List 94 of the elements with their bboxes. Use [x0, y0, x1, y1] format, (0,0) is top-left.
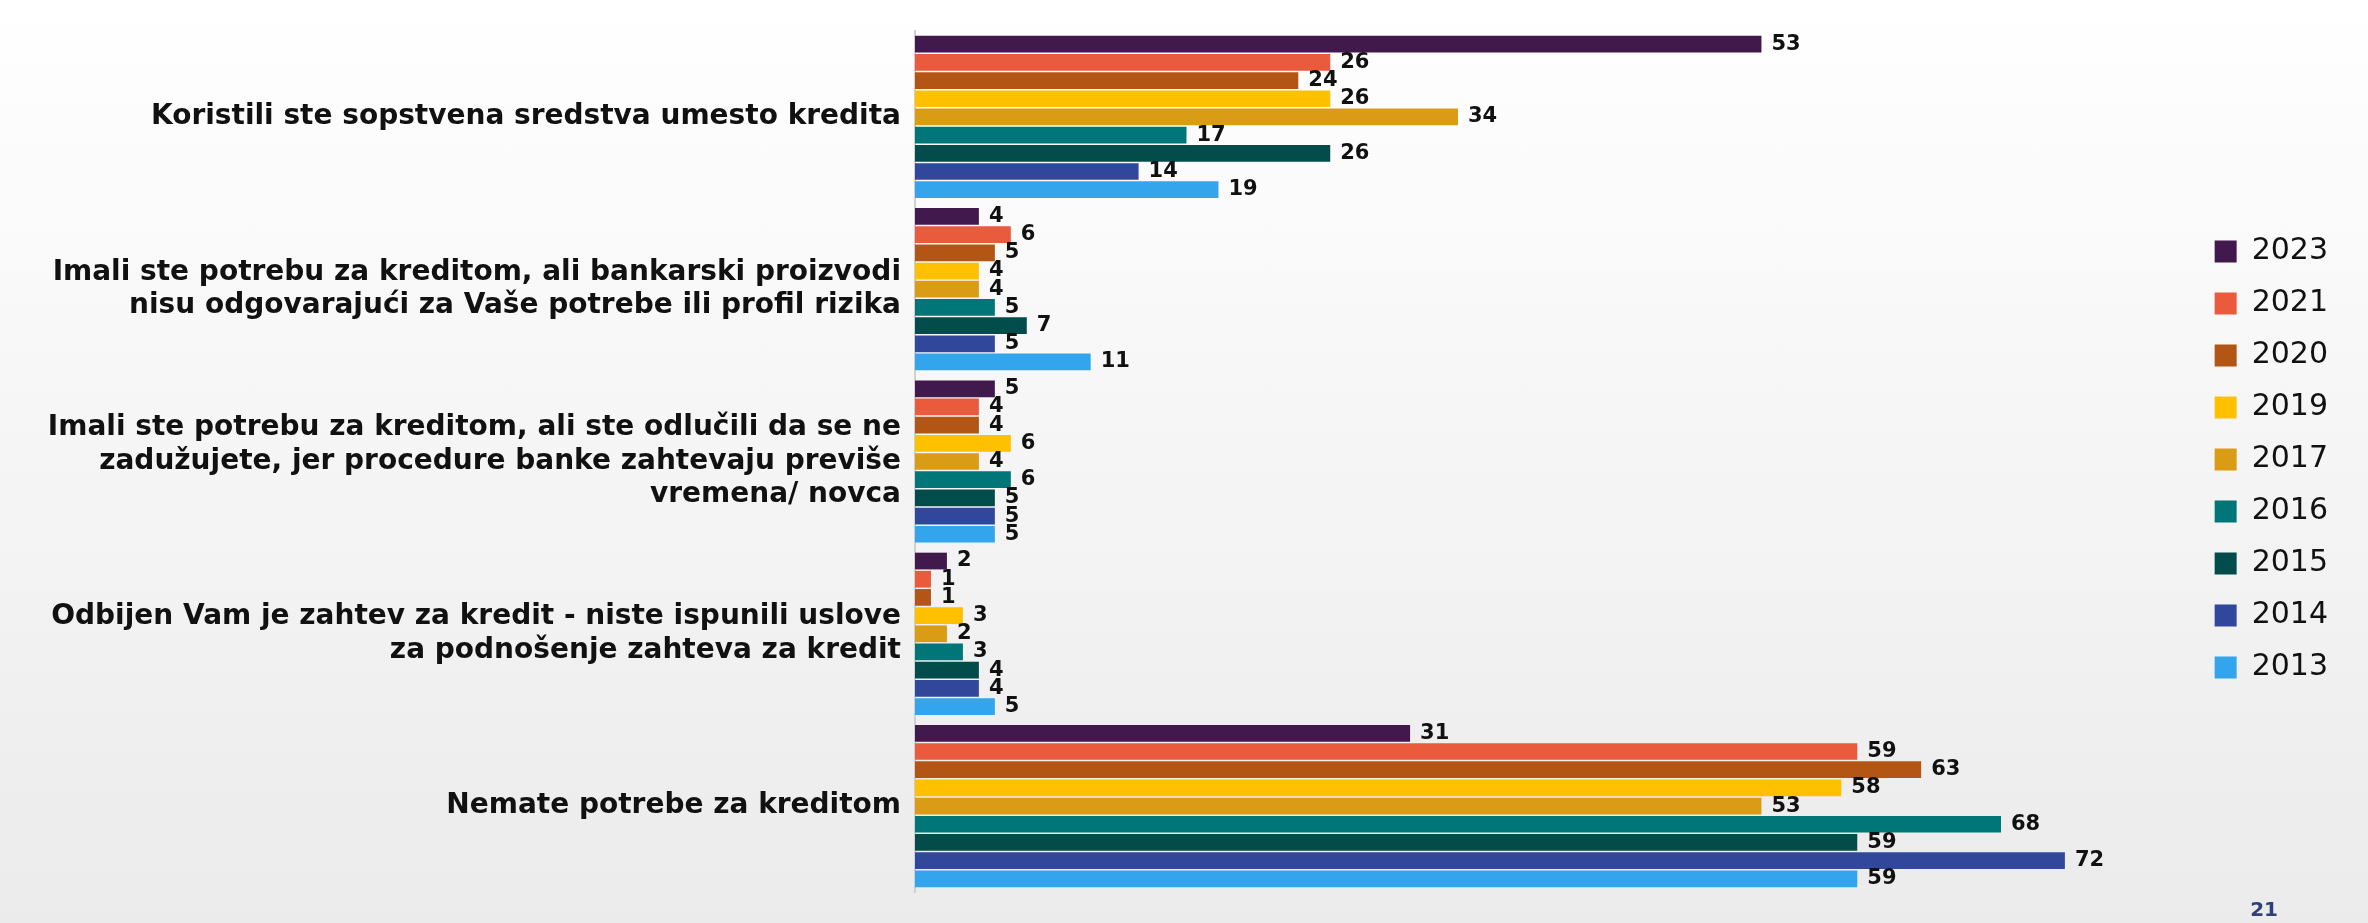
data-label: 14 — [1148, 157, 1178, 182]
legend-label: 2017 — [2251, 439, 2329, 475]
bar — [915, 90, 1331, 108]
bar — [915, 797, 1762, 815]
data-label: 72 — [2074, 847, 2105, 872]
legend-label: 2016 — [2251, 491, 2329, 527]
data-label: 24 — [1308, 67, 1338, 92]
data-label: 59 — [1867, 828, 1897, 853]
data-label: 68 — [2011, 810, 2041, 835]
data-label: 26 — [1340, 139, 1370, 164]
y-tick-label: Imali ste potrebu za kreditom, ali bankarski proizvodi nisu odgovarajući za Vaše potrebe ili profil rizika — [52, 253, 901, 321]
bar — [915, 398, 979, 416]
data-label: 5 — [1004, 375, 1020, 400]
bar — [915, 244, 995, 262]
y-tick-label: Nemate potrebe za kreditom — [446, 787, 901, 821]
bar — [915, 353, 1091, 371]
data-label: 59 — [1867, 737, 1897, 762]
legend-label: 2019 — [2251, 387, 2329, 423]
bar — [915, 434, 1011, 452]
bar — [915, 54, 1331, 71]
bar — [915, 698, 995, 715]
bar — [915, 870, 1858, 888]
data-label: 5 — [1004, 692, 1020, 717]
bar — [915, 262, 979, 280]
data-label: 3 — [972, 602, 988, 627]
y-tick-label: Koristili ste sopstvena sredstva umesto kredita — [151, 98, 901, 132]
bar — [915, 852, 2065, 869]
bar — [915, 625, 947, 643]
bar — [915, 126, 1187, 144]
bar — [915, 317, 1027, 334]
data-label: 6 — [1020, 221, 1036, 246]
bar — [915, 779, 1842, 797]
bar — [915, 163, 1139, 180]
bar — [915, 335, 995, 353]
bar — [915, 815, 2001, 833]
y-tick-label: Odbijen Vam je zahtev za kredit - niste ispunili uslove za podnošenje zahteva za kredit — [51, 598, 901, 665]
data-label: 2 — [956, 620, 972, 645]
data-label: 3 — [972, 638, 988, 663]
data-label: 5 — [1004, 330, 1020, 355]
data-label: 53 — [1771, 30, 1801, 55]
bar — [915, 35, 1762, 53]
legend-label: 2020 — [2251, 335, 2329, 371]
bar — [915, 453, 979, 470]
data-label: 59 — [1867, 865, 1897, 890]
legend-label: 2021 — [2251, 283, 2329, 319]
data-label: 19 — [1228, 176, 1258, 201]
bar — [915, 416, 979, 434]
bar — [915, 679, 979, 697]
data-label: 11 — [1100, 348, 1130, 373]
data-label: 26 — [1340, 48, 1370, 73]
data-label: 58 — [1851, 774, 1881, 799]
bar — [915, 144, 1331, 162]
bar — [915, 299, 995, 316]
data-label: 34 — [1468, 103, 1498, 128]
data-label: 6 — [1020, 429, 1036, 454]
data-label: 4 — [988, 202, 1004, 227]
bar — [915, 208, 979, 225]
bar — [915, 589, 931, 606]
data-label: 5 — [1004, 239, 1020, 264]
data-label: 7 — [1036, 312, 1052, 337]
data-label: 6 — [1020, 466, 1036, 491]
data-label: 53 — [1771, 792, 1801, 817]
bar — [915, 280, 979, 298]
bar — [915, 643, 963, 661]
legend-label: 2015 — [2251, 543, 2329, 579]
bar — [915, 72, 1299, 89]
legend-label: 2014 — [2251, 595, 2329, 631]
bar — [915, 743, 1858, 760]
bar — [915, 507, 995, 525]
bar — [915, 661, 979, 679]
bar — [915, 834, 1858, 851]
bar — [915, 226, 1011, 244]
bar — [915, 724, 1411, 742]
bar — [915, 761, 1922, 779]
bar — [915, 489, 995, 507]
bar — [915, 525, 995, 543]
data-label: 5 — [1004, 293, 1020, 318]
text: 21 — [2250, 897, 2278, 921]
bar — [915, 552, 947, 570]
data-label: 63 — [1931, 756, 1961, 781]
bar — [915, 570, 931, 588]
y-tick-label: Imali ste potrebu za kreditom, ali ste odlučili da se ne zadužujete, jer procedure banke zahtevaju previše vremena/ novca — [47, 409, 901, 510]
legend-label: 2023 — [2251, 231, 2329, 267]
bar — [915, 181, 1219, 199]
bar — [915, 607, 963, 624]
data-label: 2 — [956, 547, 972, 572]
data-label: 4 — [988, 447, 1004, 472]
legend-label: 2013 — [2251, 647, 2329, 683]
bar — [915, 471, 1011, 489]
bar — [915, 108, 1458, 126]
data-label: 17 — [1196, 121, 1226, 146]
bar — [915, 380, 995, 398]
data-label: 26 — [1340, 85, 1370, 110]
data-label: 31 — [1420, 719, 1450, 744]
